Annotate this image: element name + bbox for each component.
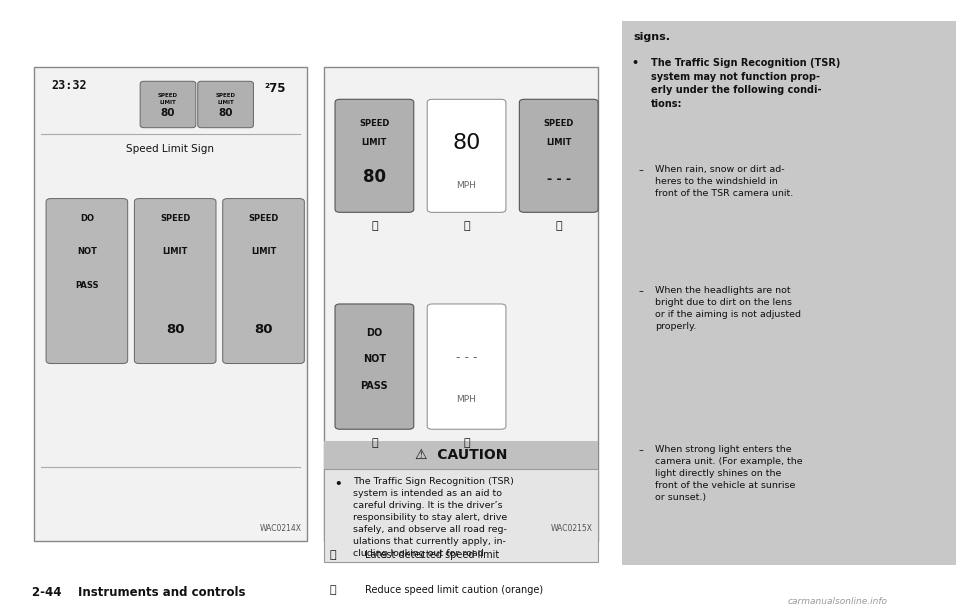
Text: •: •: [632, 58, 638, 68]
Text: SPEED: SPEED: [359, 119, 390, 128]
Text: 2-44    Instruments and controls: 2-44 Instruments and controls: [32, 586, 245, 599]
Text: PASS: PASS: [361, 381, 388, 390]
FancyBboxPatch shape: [134, 199, 216, 364]
FancyBboxPatch shape: [198, 81, 253, 128]
Text: Latest detected speed limit: Latest detected speed limit: [365, 550, 499, 560]
Text: 80: 80: [160, 108, 176, 118]
Bar: [324, 441, 598, 469]
Text: Speed Limit Sign: Speed Limit Sign: [127, 144, 214, 153]
Text: signs.: signs.: [634, 32, 671, 42]
Text: SPEED: SPEED: [160, 214, 190, 223]
Bar: [34, 67, 307, 541]
Text: –: –: [638, 286, 643, 296]
Text: LIMIT: LIMIT: [159, 100, 177, 104]
Text: LIMIT: LIMIT: [546, 139, 571, 147]
Text: 80: 80: [452, 133, 481, 153]
Bar: [324, 469, 598, 562]
Text: 80: 80: [218, 108, 233, 118]
FancyBboxPatch shape: [427, 100, 506, 212]
Text: –: –: [638, 445, 643, 455]
Text: Ⓔ: Ⓔ: [464, 439, 469, 448]
Text: SPEED: SPEED: [543, 119, 574, 128]
Text: When the headlights are not
bright due to dirt on the lens
or if the aiming is n: When the headlights are not bright due t…: [655, 286, 801, 331]
Text: SPEED: SPEED: [216, 93, 235, 98]
Text: 23:32: 23:32: [51, 79, 86, 92]
FancyBboxPatch shape: [335, 304, 414, 429]
Text: DO: DO: [367, 328, 382, 338]
FancyBboxPatch shape: [427, 304, 506, 429]
Bar: [324, 67, 598, 541]
Text: Ⓑ: Ⓑ: [464, 221, 469, 232]
Text: SPEED: SPEED: [158, 93, 178, 98]
Text: LIMIT: LIMIT: [162, 247, 188, 257]
Text: LIMIT: LIMIT: [362, 139, 387, 147]
Text: –: –: [638, 165, 643, 175]
Text: Ⓐ: Ⓐ: [329, 550, 336, 560]
Text: Ⓓ: Ⓓ: [372, 439, 377, 448]
Text: •: •: [334, 478, 342, 491]
Text: MPH: MPH: [457, 181, 476, 190]
Text: WAC0215X: WAC0215X: [550, 524, 592, 533]
FancyBboxPatch shape: [140, 81, 196, 128]
Bar: [622, 21, 956, 565]
Text: ⚠  CAUTION: ⚠ CAUTION: [415, 448, 508, 462]
Text: PASS: PASS: [75, 281, 99, 290]
Text: 80: 80: [363, 168, 386, 186]
Text: - - -: - - -: [456, 351, 477, 364]
Text: Reduce speed limit caution (orange): Reduce speed limit caution (orange): [365, 585, 543, 595]
Text: LIMIT: LIMIT: [217, 100, 234, 104]
Text: Ⓑ: Ⓑ: [329, 585, 336, 595]
Text: WAC0214X: WAC0214X: [259, 524, 301, 533]
Text: When strong light enters the
camera unit. (For example, the
light directly shine: When strong light enters the camera unit…: [655, 445, 803, 502]
FancyBboxPatch shape: [519, 100, 598, 212]
Text: ²75: ²75: [264, 82, 285, 95]
FancyBboxPatch shape: [223, 199, 304, 364]
Text: When rain, snow or dirt ad-
heres to the windshield in
front of the TSR camera u: When rain, snow or dirt ad- heres to the…: [655, 165, 793, 198]
Text: SPEED: SPEED: [249, 214, 278, 223]
Text: DO: DO: [80, 214, 94, 223]
Text: MPH: MPH: [457, 395, 476, 404]
FancyBboxPatch shape: [335, 100, 414, 212]
Text: NOT: NOT: [77, 247, 97, 257]
Text: The Traffic Sign Recognition (TSR)
system may not function prop-
erly under the : The Traffic Sign Recognition (TSR) syste…: [651, 58, 840, 109]
Text: The Traffic Sign Recognition (TSR)
system is intended as an aid to
careful drivi: The Traffic Sign Recognition (TSR) syste…: [353, 477, 515, 558]
Text: carmanualsonline.info: carmanualsonline.info: [787, 597, 887, 606]
Text: - - -: - - -: [546, 173, 571, 186]
Text: LIMIT: LIMIT: [251, 247, 276, 257]
Text: 80: 80: [254, 323, 273, 336]
Text: Ⓐ: Ⓐ: [372, 221, 377, 232]
Text: Ⓒ: Ⓒ: [556, 221, 562, 232]
Text: 80: 80: [166, 323, 184, 336]
Text: NOT: NOT: [363, 354, 386, 364]
FancyBboxPatch shape: [46, 199, 128, 364]
